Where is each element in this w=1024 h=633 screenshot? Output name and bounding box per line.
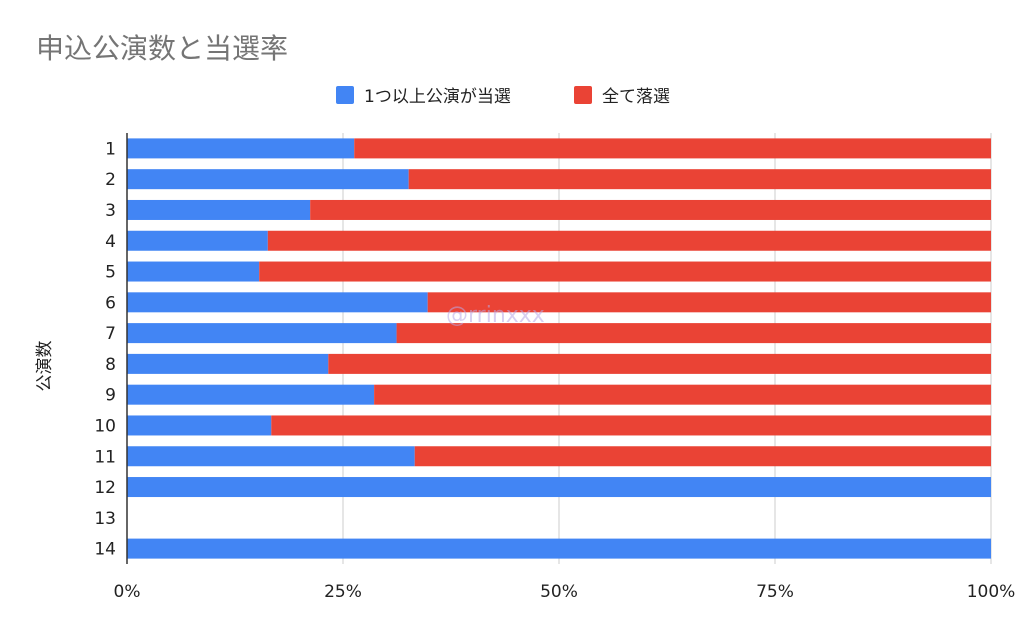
legend-label-1: 全て落選 — [602, 87, 670, 107]
bar-lost — [396, 323, 991, 344]
bar-won — [127, 199, 311, 220]
x-tick-label: 25% — [324, 582, 362, 602]
bar-won — [127, 138, 355, 159]
watermark: @rrinxxx — [446, 303, 545, 328]
legend: 1つ以上公演が当選 全て落選 — [336, 86, 670, 107]
bar-won — [127, 415, 272, 436]
bar-won — [127, 169, 409, 190]
y-tick-label: 13 — [94, 509, 116, 529]
y-tick-label: 5 — [105, 263, 116, 283]
bar-lost — [267, 230, 991, 251]
legend-swatch-1 — [574, 86, 592, 104]
x-tick-label: 50% — [540, 582, 578, 602]
bar-lost — [354, 138, 991, 159]
y-tick-label: 11 — [94, 447, 116, 467]
chart-title: 申込公演数と当選率 — [36, 32, 288, 65]
bars — [127, 138, 992, 559]
y-tick-label: 2 — [105, 170, 116, 190]
y-tick-label: 6 — [105, 293, 116, 313]
bar-lost — [328, 353, 991, 374]
bar-won — [127, 384, 375, 405]
y-tick-label: 10 — [94, 416, 116, 436]
bar-lost — [427, 292, 991, 313]
y-tick-label: 14 — [94, 540, 116, 560]
y-tick-label: 8 — [105, 355, 116, 375]
bar-won — [127, 477, 991, 498]
gridlines — [342, 133, 992, 564]
y-tick-label: 3 — [105, 201, 116, 221]
bar-lost — [259, 261, 991, 282]
bar-won — [127, 538, 991, 559]
bar-lost — [414, 446, 991, 467]
y-tick-label: 7 — [105, 324, 116, 344]
bar-lost — [408, 169, 991, 190]
bar-won — [127, 323, 397, 344]
x-tick-label: 100% — [967, 582, 1016, 602]
legend-swatch-0 — [336, 86, 354, 104]
bar-won — [127, 446, 415, 467]
bar-lost — [310, 199, 992, 220]
legend-label-0: 1つ以上公演が当選 — [364, 87, 511, 107]
bar-lost — [374, 384, 991, 405]
y-tick-label: 9 — [105, 386, 116, 406]
bar-won — [127, 353, 329, 374]
x-tick-labels: 0% 25% 50% 75% 100% — [114, 582, 1016, 602]
y-tick-label: 12 — [94, 478, 116, 498]
bar-won — [127, 261, 260, 282]
bar-lost — [271, 415, 992, 436]
bar-won — [127, 292, 428, 313]
y-axis-label: 公演数 — [35, 341, 55, 392]
y-tick-label: 4 — [105, 232, 116, 252]
bar-won — [127, 230, 268, 251]
x-tick-label: 0% — [114, 582, 141, 602]
x-tick-label: 75% — [756, 582, 794, 602]
y-tick-label: 1 — [105, 139, 116, 159]
